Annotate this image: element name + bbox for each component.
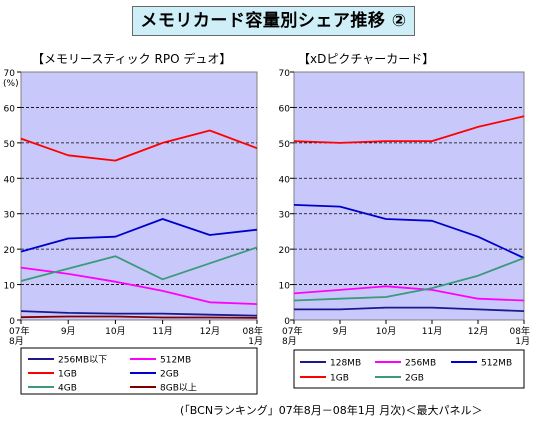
x-tick-label-line: 12月 [468, 326, 488, 337]
chart-panel-1: 【メモリースティック RPO デュオ】 0 10 20 30 40 50 60 70(%) 07年… [3, 51, 263, 395]
x-tick-label: 11月 [152, 326, 172, 337]
legend-box [293, 349, 525, 389]
page-title: メモリカード容量別シェア推移 ② [132, 6, 415, 36]
series-line-3 [293, 204, 525, 259]
plot-area [293, 71, 525, 321]
y-tick-label: 10 [279, 282, 291, 292]
chart-title: 【xDピクチャーカード】 [298, 52, 434, 66]
legend-label: 128MB [330, 359, 361, 369]
y-tick-label: 10 [4, 282, 16, 292]
y-tick-label: 20 [4, 246, 16, 256]
series-line-1 [20, 310, 258, 317]
series-line-6 [20, 315, 258, 319]
legend-label: 512MB [160, 356, 191, 366]
x-tick-label: 12月 [200, 326, 220, 337]
legend-label: 1GB [330, 374, 349, 384]
plot-area [20, 71, 258, 321]
x-tick-label-line: 12月 [200, 326, 220, 337]
series-line-4 [293, 115, 525, 144]
y-tick-label: 20 [279, 246, 291, 256]
x-tick-label: 9月 [333, 326, 348, 337]
x-tick-label-line: 8月 [282, 336, 297, 347]
legend-label: 1GB [58, 370, 77, 380]
y-tick-label: 30 [279, 211, 291, 221]
x-tick-label-line: 10月 [105, 326, 125, 337]
x-tick-label-line: 10月 [376, 326, 396, 337]
y-tick-label: 30 [4, 211, 16, 221]
legend-label: 256MB [405, 359, 436, 369]
legend-label: 512MB [481, 359, 512, 369]
x-tick-label-line: 07年 [282, 325, 302, 337]
x-tick-label-line: 11月 [152, 326, 172, 337]
series-line-4 [20, 218, 258, 253]
series-line-5 [293, 257, 525, 302]
x-tick-label: 12月 [468, 326, 488, 337]
x-tick-label-line: 08年 [510, 325, 530, 337]
x-tick-label-line: 1月 [515, 336, 530, 347]
source-note: (「BCNランキング」07年8月－08年1月 月次)＜最大パネル＞ [180, 404, 483, 417]
y-tick-label: 50 [279, 140, 291, 150]
series-line-3 [20, 129, 258, 162]
y-tick-label: 0 [284, 317, 290, 327]
series-line-1 [294, 306, 525, 312]
legend-label: 256MB以下 [58, 356, 107, 366]
y-tick-label: 60 [279, 104, 291, 114]
chart-title: 【メモリースティック RPO デュオ】 [32, 51, 231, 66]
legend-label: 2GB [160, 370, 179, 380]
y-tick-label: 70 [279, 69, 291, 79]
x-tick-label: 07年 8月 [282, 325, 302, 347]
x-tick-label-line: 9月 [333, 326, 348, 337]
y-tick-label: 40 [279, 175, 291, 185]
x-tick-label: 9月 [61, 326, 76, 337]
y-tick-label: 70 [4, 69, 16, 79]
series-line-2 [20, 266, 258, 305]
series-line-2 [293, 285, 525, 302]
x-tick-label: 11月 [422, 326, 442, 337]
y-tick-label: 40 [4, 175, 16, 185]
x-tick-label-line: 08年 [243, 325, 263, 337]
x-tick-label: 08年 1月 [243, 325, 263, 347]
x-tick-label: 07年 8月 [9, 325, 29, 347]
chart-panel-2: 【xDピクチャーカード】 0 10 20 30 40 50 60 70 07年 8月 9月 10月 11月… [279, 52, 530, 389]
x-tick-label: 08年 1月 [510, 325, 530, 347]
legend-label: 8GB以上 [160, 383, 197, 394]
x-tick-label-line: 8月 [9, 336, 24, 347]
x-tick-label: 10月 [376, 326, 396, 337]
legend-box [20, 347, 258, 395]
x-tick-label-line: 11月 [422, 326, 442, 337]
y-axis-label: (%) [3, 79, 19, 89]
x-tick-label-line: 07年 [9, 325, 29, 337]
y-tick-label: 0 [9, 317, 15, 327]
x-tick-label-line: 9月 [61, 326, 76, 337]
x-tick-label-line: 1月 [248, 336, 263, 347]
x-tick-label: 10月 [105, 326, 125, 337]
series-line-5 [20, 246, 258, 282]
y-tick-label: 60 [4, 104, 16, 114]
legend-label: 2GB [405, 374, 424, 384]
legend-label: 4GB [58, 384, 77, 394]
y-tick-label: 50 [4, 140, 16, 150]
